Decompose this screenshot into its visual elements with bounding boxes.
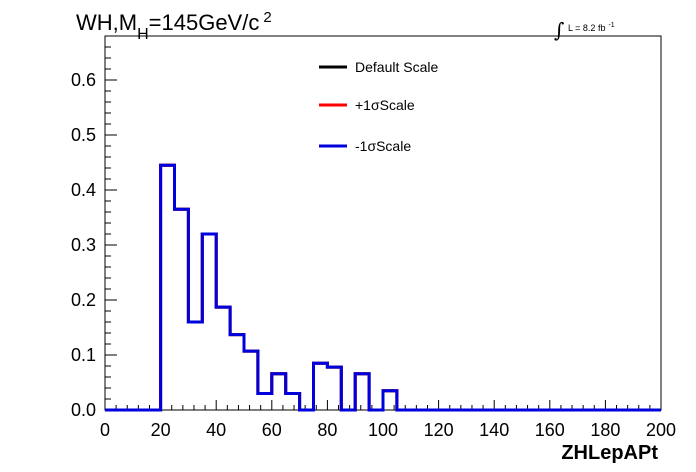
lumi-superscript: -1 bbox=[608, 22, 614, 29]
x-axis: 0 20 40 60 80 100 120 140 160 180 200 bbox=[100, 400, 676, 440]
x-tick-label: 40 bbox=[206, 420, 226, 440]
x-tick-label: 60 bbox=[262, 420, 282, 440]
x-tick-label: 0 bbox=[100, 420, 110, 440]
y-tick-label: 0.6 bbox=[71, 70, 96, 90]
y-tick-label: 0.3 bbox=[71, 235, 96, 255]
x-tick-label: 120 bbox=[424, 420, 454, 440]
y-tick-label: 0.0 bbox=[71, 400, 96, 420]
y-tick-label: 0.5 bbox=[71, 125, 96, 145]
y-tick-label: 0.1 bbox=[71, 345, 96, 365]
y-tick-label: 0.2 bbox=[71, 290, 96, 310]
series-line-2 bbox=[105, 163, 661, 412]
series-layer bbox=[105, 163, 661, 412]
legend-label: +1σScale bbox=[355, 97, 415, 113]
x-tick-label: 100 bbox=[368, 420, 398, 440]
title-value: =145GeV/c bbox=[149, 10, 260, 35]
legend: Default Scale +1σScale -1σScale bbox=[319, 59, 438, 154]
x-tick-label: 180 bbox=[590, 420, 620, 440]
x-tick-label: 140 bbox=[479, 420, 509, 440]
lumi-label: L = 8.2 fb -1 bbox=[568, 22, 615, 33]
x-tick-label: 160 bbox=[535, 420, 565, 440]
x-tick-label: 200 bbox=[646, 420, 676, 440]
x-tick-label: 20 bbox=[151, 420, 171, 440]
x-axis-title: ZHLepAPt bbox=[561, 442, 658, 464]
title-subscript: H bbox=[137, 26, 149, 43]
x-tick-label: 80 bbox=[317, 420, 337, 440]
chart-title: WH,MH=145GeV/c 2 bbox=[76, 9, 272, 43]
title-superscript: 2 bbox=[263, 9, 271, 26]
title-prefix: WH,M bbox=[76, 10, 137, 35]
y-tick-label: 0.4 bbox=[71, 180, 96, 200]
lumi-integral-sign: ∫ bbox=[554, 18, 564, 42]
lumi-text: L = 8.2 fb bbox=[568, 23, 605, 33]
y-axis: 0.0 0.1 0.2 0.3 0.4 0.5 0.6 bbox=[71, 35, 117, 420]
legend-label: -1σScale bbox=[355, 138, 411, 154]
legend-label: Default Scale bbox=[355, 59, 438, 75]
